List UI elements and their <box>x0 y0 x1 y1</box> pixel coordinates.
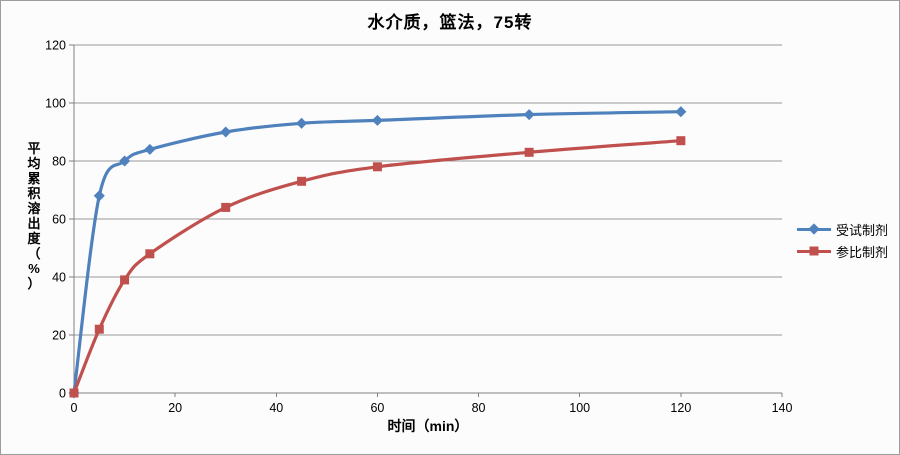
data-point-diamond <box>144 143 156 155</box>
x-tick-label: 20 <box>168 401 182 415</box>
legend-label: 受试制剂 <box>836 222 889 238</box>
legend: 受试制剂 参比制剂 <box>797 220 888 264</box>
x-tick-label: 80 <box>472 401 486 415</box>
data-point-diamond <box>523 109 535 121</box>
y-tick-label: 20 <box>52 329 66 343</box>
data-point-square <box>297 176 307 186</box>
x-tick-label: 120 <box>670 401 691 415</box>
x-tick-label: 100 <box>569 401 590 415</box>
legend-item-reference: 参比制剂 <box>797 242 888 260</box>
diamond-marker-icon <box>808 223 820 235</box>
data-point-diamond <box>675 106 687 118</box>
data-point-diamond <box>371 114 383 126</box>
data-point-square <box>221 202 231 212</box>
data-point-square <box>676 136 686 146</box>
y-tick-label: 40 <box>52 271 66 285</box>
legend-line-swatch <box>797 223 831 235</box>
data-point-diamond <box>220 126 232 138</box>
legend-item-test: 受试制剂 <box>797 220 888 238</box>
y-axis-title: 平均累积溶出度（%） <box>27 141 41 291</box>
x-tick-label: 60 <box>370 401 384 415</box>
series-line-1 <box>72 139 683 395</box>
y-tick-label: 120 <box>45 39 66 53</box>
chart-title: 水介质，篮法，75转 <box>367 13 533 32</box>
legend-line-swatch <box>797 246 831 256</box>
data-point-diamond <box>296 117 308 129</box>
data-point-square <box>372 162 382 172</box>
data-point-square <box>145 249 155 259</box>
data-point-square <box>120 275 130 285</box>
y-tick-label: 60 <box>52 213 66 227</box>
x-tick-label: 40 <box>269 401 283 415</box>
data-point-diamond <box>119 155 131 167</box>
data-point-diamond <box>93 190 105 202</box>
data-point-square <box>94 324 104 334</box>
data-point-square <box>69 388 79 398</box>
y-tick-label: 80 <box>52 155 66 169</box>
square-marker-icon <box>809 246 819 256</box>
y-tick-label: 0 <box>59 387 66 401</box>
data-point-square <box>524 147 534 157</box>
x-tick-label: 140 <box>772 401 793 415</box>
legend-label: 参比制剂 <box>836 244 889 260</box>
y-tick-label: 100 <box>45 97 66 111</box>
x-tick-label: 0 <box>71 401 78 415</box>
x-axis-title: 时间（min） <box>387 418 469 434</box>
series-line-0 <box>72 110 683 395</box>
